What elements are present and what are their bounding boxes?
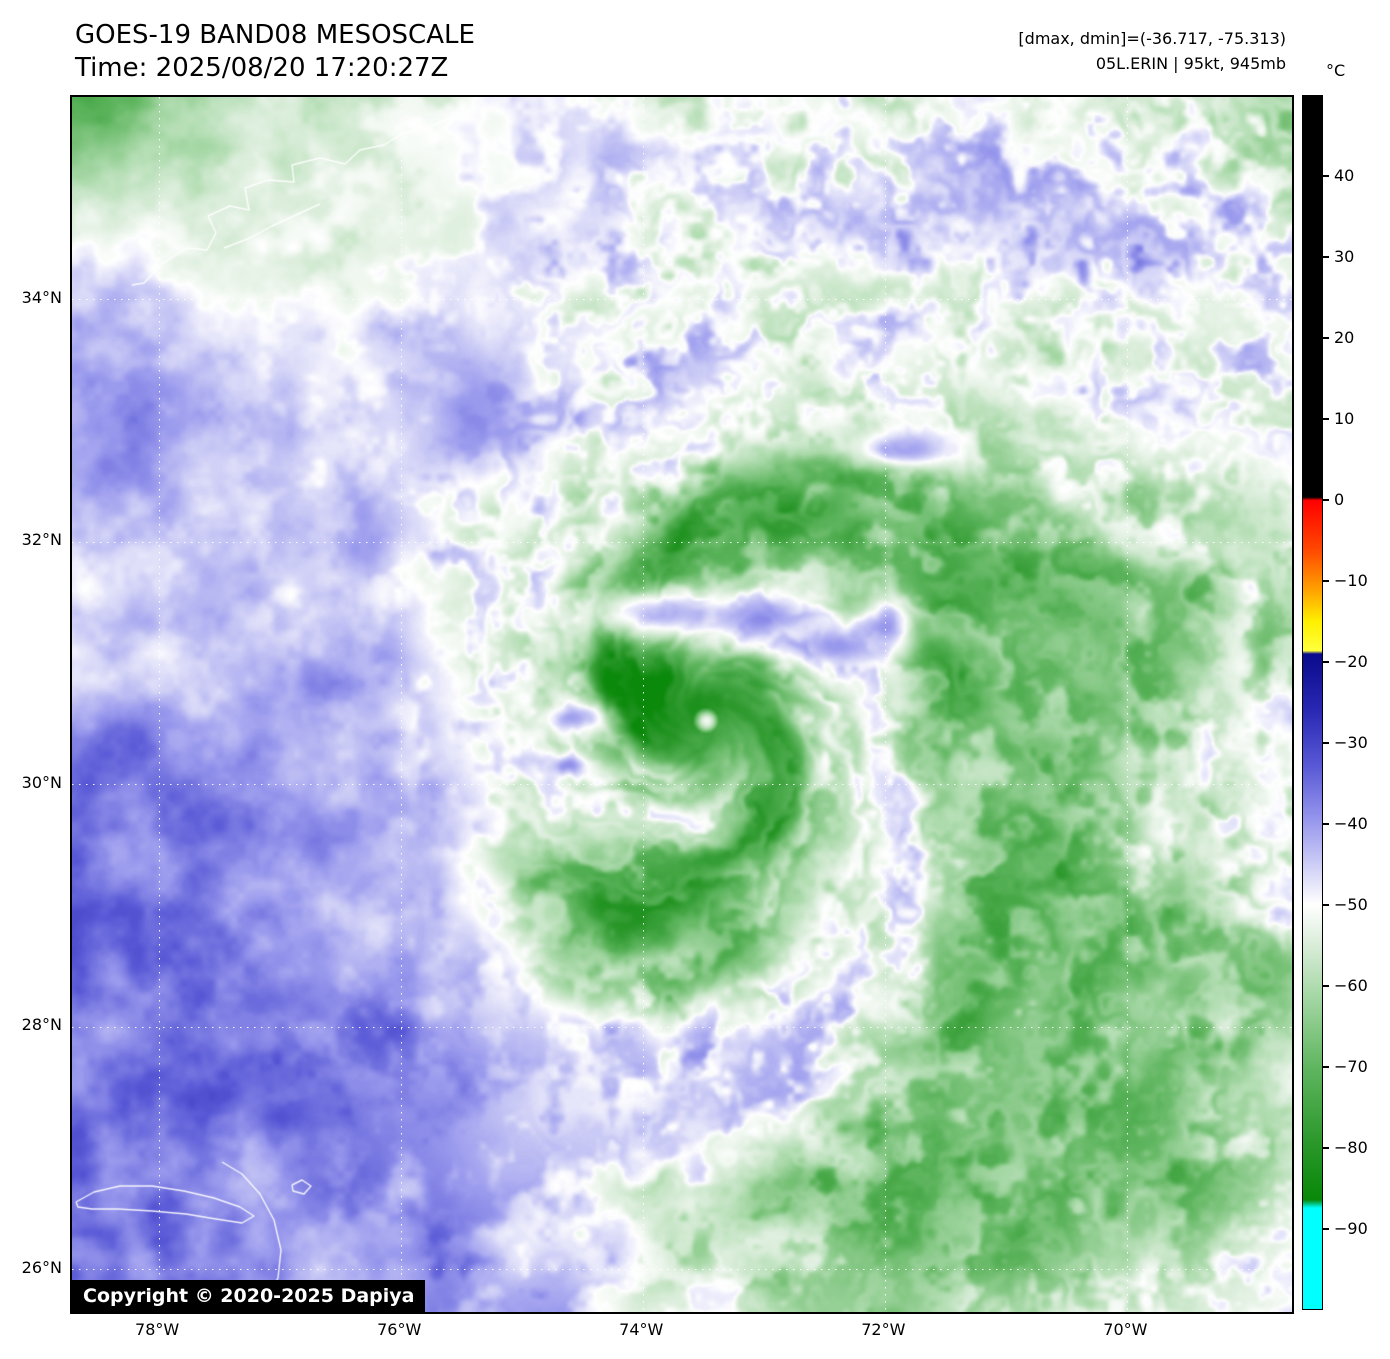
colorbar-tick-label: −50	[1334, 895, 1368, 914]
colorbar-tick-label: −20	[1334, 652, 1368, 671]
colorbar-unit-label: °C	[1326, 61, 1346, 80]
colorbar-tick-mark	[1323, 1066, 1329, 1068]
colorbar-tick-label: 20	[1334, 328, 1355, 347]
gridline-lat-28	[72, 1026, 1292, 1028]
colorbar-tick-mark	[1323, 661, 1329, 663]
gridline-lat-30	[72, 784, 1292, 786]
colorbar-tick-mark	[1323, 1228, 1329, 1230]
graticule	[72, 97, 1292, 1312]
colorbar-tick-label: −80	[1334, 1138, 1368, 1157]
gridline-lat-32	[72, 541, 1292, 543]
lon-tick-label: 70°W	[1103, 1320, 1148, 1339]
lat-tick-label: 34°N	[21, 287, 62, 307]
product-title: GOES-19 BAND08 MESOSCALE	[75, 20, 475, 50]
colorbar-tick-mark	[1323, 256, 1329, 258]
colorbar-tick-label: 10	[1334, 409, 1355, 428]
colorbar-tick-label: −70	[1334, 1057, 1368, 1076]
gridline-lon-72	[884, 97, 886, 1312]
colorbar-tick-label: 40	[1334, 166, 1355, 185]
colorbar-tick-label: −30	[1334, 733, 1368, 752]
lat-tick-label: 26°N	[21, 1257, 62, 1277]
colorbar	[1302, 95, 1323, 1310]
colorbar-tick-label: −10	[1334, 571, 1368, 590]
gridline-lon-74	[642, 97, 644, 1312]
colorbar-tick-mark	[1323, 580, 1329, 582]
storm-info-readout: 05L.ERIN | 95kt, 945mb	[1095, 54, 1286, 73]
time-label: Time: 2025/08/20 17:20:27Z	[75, 53, 449, 83]
colorbar-tick-mark	[1323, 823, 1329, 825]
gridline-lon-78	[158, 97, 160, 1312]
gridline-lon-70	[1126, 97, 1128, 1312]
gridline-lat-34	[72, 299, 1292, 300]
lat-tick-label: 28°N	[21, 1015, 62, 1035]
dmax-dmin-readout: [dmax, dmin]=(-36.717, -75.313)	[1018, 29, 1286, 48]
gridline-lat-26	[72, 1269, 1292, 1271]
colorbar-tick-mark	[1323, 418, 1329, 420]
colorbar-tick-mark	[1323, 985, 1329, 987]
colorbar-tick-mark	[1323, 337, 1329, 339]
lon-tick-label: 72°W	[861, 1320, 906, 1339]
colorbar-tick-mark	[1323, 742, 1329, 744]
colorbar-tick-mark	[1323, 499, 1329, 501]
gridline-lon-76	[400, 97, 402, 1312]
colorbar-tick-label: −40	[1334, 814, 1368, 833]
lon-tick-label: 78°W	[135, 1320, 180, 1339]
colorbar-tick-label: −90	[1334, 1219, 1368, 1238]
colorbar-tick-mark	[1323, 175, 1329, 177]
lon-tick-label: 74°W	[619, 1320, 664, 1339]
colorbar-tick-label: 0	[1334, 490, 1345, 509]
colorbar-tick-mark	[1323, 904, 1329, 906]
colorbar-tick-label: −60	[1334, 976, 1368, 995]
colorbar-tick-mark	[1323, 1147, 1329, 1149]
colorbar-tick-label: 30	[1334, 247, 1355, 266]
lon-tick-label: 76°W	[377, 1320, 422, 1339]
copyright-badge: Copyright © 2020-2025 Dapiya	[72, 1280, 426, 1312]
lat-tick-label: 30°N	[21, 772, 62, 792]
lat-tick-label: 32°N	[21, 530, 62, 549]
satellite-map: Copyright © 2020-2025 Dapiya	[70, 95, 1294, 1314]
